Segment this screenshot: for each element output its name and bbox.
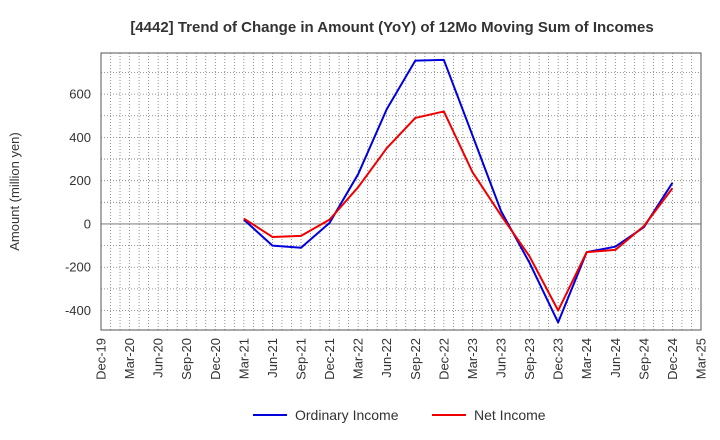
x-tick-label: Sep-23 xyxy=(522,338,537,380)
y-tick-label: -200 xyxy=(65,260,91,275)
x-tick-label: Sep-24 xyxy=(636,338,651,380)
x-tick-label: Dec-23 xyxy=(551,338,566,380)
y-tick-label: 400 xyxy=(69,130,91,145)
x-tick-label: Mar-20 xyxy=(122,338,137,379)
legend-label-net-income: Net Income xyxy=(474,407,546,423)
x-tick-label: Sep-21 xyxy=(294,338,309,380)
series-lines xyxy=(243,58,674,324)
x-tick-label: Jun-21 xyxy=(265,338,280,378)
x-tick-label: Dec-21 xyxy=(322,338,337,380)
series-line-net-income xyxy=(243,110,674,312)
x-axis-ticks: Dec-19 Mar-20 Jun-20 Sep-20 Dec-20 Mar-21 Jun-… xyxy=(94,338,709,380)
x-tick-label: Mar-22 xyxy=(351,338,366,379)
chart-title: [4442] Trend of Change in Amount (YoY) o… xyxy=(130,19,653,36)
x-tick-label: Dec-19 xyxy=(94,338,109,380)
plot-area-border xyxy=(100,52,702,331)
legend-label-ordinary-income: Ordinary Income xyxy=(295,407,399,423)
x-tick-label: Jun-23 xyxy=(494,338,509,378)
y-tick-label: 600 xyxy=(69,87,91,102)
x-tick-label: Mar-23 xyxy=(465,338,480,379)
x-tick-label: Dec-22 xyxy=(436,338,451,380)
legend: Ordinary Income Net Income xyxy=(253,407,546,423)
y-tick-label: -400 xyxy=(65,303,91,318)
x-tick-label: Mar-25 xyxy=(694,338,709,379)
y-axis-label: Amount (million yen) xyxy=(7,132,22,251)
x-tick-label: Mar-21 xyxy=(236,338,251,379)
x-tick-label: Sep-22 xyxy=(408,338,423,380)
y-tick-label: 200 xyxy=(69,173,91,188)
x-tick-label: Jun-20 xyxy=(151,338,166,378)
grid-lines xyxy=(100,53,702,330)
x-tick-label: Dec-20 xyxy=(208,338,223,380)
x-tick-label: Mar-24 xyxy=(579,338,594,379)
x-tick-label: Jun-22 xyxy=(379,338,394,378)
x-tick-label: Dec-24 xyxy=(665,338,680,380)
x-tick-label: Sep-20 xyxy=(179,338,194,380)
x-tick-label: Jun-24 xyxy=(608,338,623,378)
y-axis-ticks: -400 -200 0 200 400 600 xyxy=(65,87,91,318)
y-tick-label: 0 xyxy=(84,216,91,231)
series-line-ordinary-income xyxy=(243,58,674,324)
